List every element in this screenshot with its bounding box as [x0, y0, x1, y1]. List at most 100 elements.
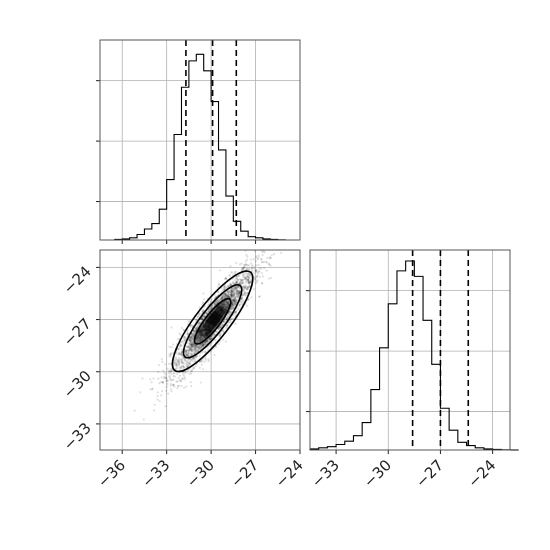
- scatter-point: [207, 308, 210, 312]
- scatter-point: [170, 326, 173, 329]
- scatter-point: [182, 337, 186, 341]
- scatter-point: [184, 338, 187, 341]
- scatter-point: [239, 278, 242, 281]
- scatter-point: [226, 302, 229, 305]
- scatter-point: [217, 314, 220, 317]
- scatter-point: [189, 343, 192, 346]
- scatter-point: [188, 352, 191, 355]
- scatter-point: [188, 338, 191, 341]
- scatter-point: [189, 336, 192, 340]
- scatter-point: [161, 360, 164, 364]
- scatter-point: [221, 307, 224, 310]
- scatter-point: [160, 376, 163, 379]
- scatter-point: [195, 326, 198, 329]
- scatter-point: [213, 311, 216, 314]
- scatter-point: [175, 380, 178, 383]
- scatter-point: [221, 308, 224, 312]
- scatter-point: [200, 363, 203, 366]
- scatter-point: [234, 298, 238, 302]
- scatter-point: [245, 263, 248, 266]
- scatter-point: [233, 295, 236, 298]
- scatter-point: [221, 312, 224, 315]
- scatter-point: [258, 275, 261, 279]
- scatter-point: [187, 354, 190, 357]
- scatter-point: [197, 314, 200, 317]
- scatter-point: [151, 388, 154, 391]
- scatter-point: [188, 363, 191, 366]
- scatter-point: [248, 273, 251, 276]
- scatter-point: [205, 325, 208, 328]
- scatter-point: [208, 326, 211, 329]
- scatter-point: [242, 288, 245, 291]
- scatter-point: [218, 326, 221, 329]
- scatter-point: [206, 340, 209, 343]
- scatter-point: [172, 372, 175, 375]
- scatter-point: [188, 341, 191, 345]
- scatter-point: [182, 365, 185, 369]
- scatter-point: [190, 348, 193, 351]
- scatter-point: [222, 288, 225, 291]
- scatter-point: [207, 360, 210, 363]
- scatter-point: [212, 327, 216, 330]
- scatter-point: [206, 328, 209, 332]
- scatter-point: [141, 377, 144, 380]
- scatter-point: [263, 251, 266, 254]
- scatter-point: [209, 327, 212, 330]
- scatter-point: [226, 302, 229, 305]
- scatter-point: [200, 335, 203, 338]
- scatter-point: [170, 367, 173, 370]
- scatter-point: [232, 317, 235, 320]
- scatter-point: [202, 343, 205, 346]
- scatter-point: [234, 290, 237, 293]
- scatter-point: [255, 269, 258, 272]
- scatter-point: [218, 306, 221, 309]
- scatter-point: [248, 267, 251, 270]
- scatter-point: [223, 311, 226, 314]
- scatter-point: [197, 345, 200, 348]
- scatter-point: [190, 343, 193, 346]
- scatter-point: [207, 338, 210, 341]
- scatter-point: [220, 303, 224, 306]
- scatter-point: [255, 269, 258, 272]
- scatter-point: [216, 313, 219, 317]
- scatter-point: [220, 315, 223, 318]
- scatter-point: [203, 333, 206, 336]
- scatter-point: [166, 379, 169, 382]
- scatter-point: [244, 276, 247, 279]
- scatter-point: [184, 359, 187, 362]
- scatter-point: [261, 261, 264, 264]
- scatter-point: [220, 297, 223, 300]
- scatter-point: [236, 280, 239, 283]
- scatter-point: [206, 332, 209, 336]
- scatter-point: [177, 376, 180, 379]
- scatter-point: [203, 335, 206, 338]
- scatter-point: [227, 285, 230, 288]
- scatter-point: [211, 305, 214, 308]
- scatter-point: [216, 330, 219, 333]
- scatter-point: [190, 346, 193, 349]
- scatter-point: [205, 311, 208, 314]
- scatter-point: [224, 292, 227, 295]
- scatter-point: [180, 353, 183, 356]
- scatter-point: [237, 285, 240, 289]
- scatter-point: [222, 310, 225, 313]
- scatter-point: [183, 339, 186, 342]
- scatter-point: [248, 281, 251, 284]
- scatter-point: [221, 306, 224, 309]
- scatter-point: [164, 373, 168, 376]
- scatter-point: [241, 281, 244, 284]
- scatter-point: [205, 334, 208, 337]
- scatter-point: [246, 285, 250, 288]
- scatter-point: [233, 301, 236, 304]
- scatter-point: [202, 336, 205, 339]
- scatter-panel-xy: −36 −33 −30 −27 −24−24−27−30−33: [60, 249, 307, 491]
- scatter-point: [201, 317, 204, 321]
- scatter-point: [192, 334, 195, 337]
- scatter-point: [209, 330, 212, 333]
- scatter-point: [239, 282, 242, 285]
- scatter-point: [202, 323, 205, 327]
- scatter-point: [235, 281, 238, 284]
- scatter-point: [199, 329, 202, 332]
- scatter-point: [239, 278, 242, 282]
- scatter-point: [219, 316, 222, 319]
